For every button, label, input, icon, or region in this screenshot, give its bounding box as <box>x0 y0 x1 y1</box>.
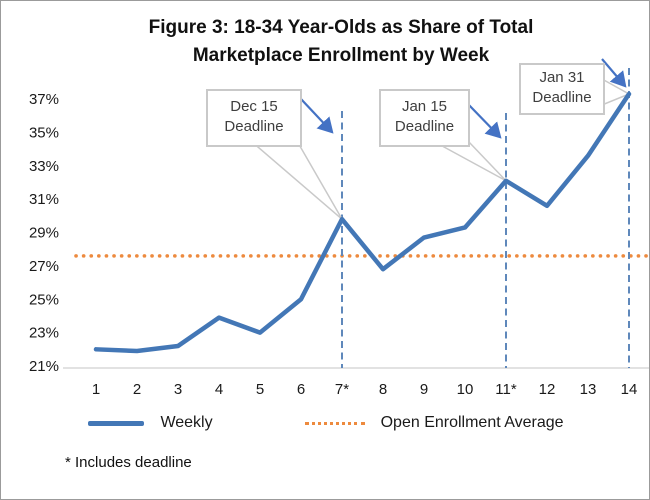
weekly-line <box>93 91 632 354</box>
callout-dec15-line1: Dec 15 <box>230 98 278 115</box>
callout-dec15-deadline: Dec 15 Deadline <box>206 89 302 147</box>
y-tick-label: 23% <box>29 325 59 342</box>
y-tick-label: 27% <box>29 258 59 275</box>
callout-jan15-line1: Jan 15 <box>401 98 448 115</box>
x-tick-label: 8 <box>379 381 387 398</box>
y-tick-label: 21% <box>29 358 59 375</box>
x-tick-label: 13 <box>580 381 597 398</box>
y-tick-label: 33% <box>29 158 59 175</box>
chart-legend: Weekly Open Enrollment Average <box>1 414 650 432</box>
callout-jan31-line1: Jan 31 <box>539 69 585 86</box>
chart-title-line2: Marketplace Enrollment by Week <box>192 45 490 66</box>
weekly-line-swatch <box>88 420 145 426</box>
y-tick-label: 29% <box>29 225 59 242</box>
callout-jan31-deadline: Jan 31 Deadline <box>519 63 605 115</box>
annotation-arrow <box>300 98 334 134</box>
chart-title: Figure 3: 18-34 Year-Olds as Share of To… <box>41 14 641 70</box>
y-tick-label: 35% <box>29 124 59 141</box>
annotation-arrow <box>466 102 502 139</box>
callout-dec15-line2: Deadline <box>224 118 284 135</box>
callout-jan15-line2: Deadline <box>394 118 455 135</box>
x-tick-label: 7* <box>335 381 349 398</box>
x-tick-label: 1 <box>92 381 100 398</box>
legend-average-label: Open Enrollment Average <box>380 414 564 431</box>
y-tick-label: 31% <box>29 191 59 208</box>
x-tick-label: 3 <box>174 381 182 398</box>
chart-footnote: * Includes deadline <box>65 454 192 471</box>
x-tick-label: 4 <box>215 381 223 398</box>
callout-jan15-deadline: Jan 15 Deadline <box>379 89 470 147</box>
callout-jan31-line2: Deadline <box>532 89 592 106</box>
enrollment-line-chart: 21%23%25%27%29%31%33%35%37%1 2 3 4 5 6 7* 8 9 10 1… <box>29 58 650 398</box>
legend-weekly-label: Weekly <box>160 414 213 431</box>
y-tick-label: 25% <box>29 291 59 308</box>
annotation-arrow <box>601 58 627 88</box>
x-tick-label: 11* <box>495 381 517 398</box>
x-tick-label: 6 <box>297 381 305 398</box>
callout-tail <box>248 140 343 220</box>
y-tick-label: 37% <box>29 91 59 108</box>
x-tick-label: 10 <box>457 381 474 398</box>
x-tick-label: 2 <box>133 381 141 398</box>
x-tick-label: 5 <box>256 381 264 398</box>
average-line-swatch <box>304 421 365 425</box>
chart-title-line1: Figure 3: 18-34 Year-Olds as Share of To… <box>148 17 534 38</box>
x-tick-label: 12 <box>539 381 556 398</box>
x-tick-label: 9 <box>420 381 428 398</box>
x-tick-label: 14 <box>621 381 638 398</box>
